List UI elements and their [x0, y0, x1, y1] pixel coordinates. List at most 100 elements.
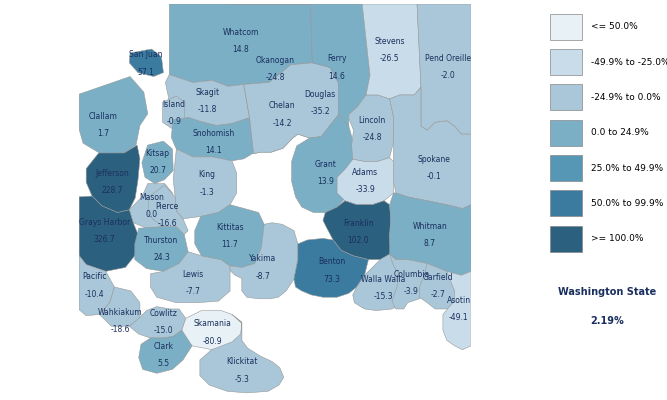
Text: 57.1: 57.1	[137, 68, 154, 77]
Text: 8.7: 8.7	[424, 240, 436, 248]
Polygon shape	[390, 254, 431, 309]
Text: 24.3: 24.3	[153, 253, 170, 262]
Text: -26.5: -26.5	[380, 54, 400, 63]
Text: Whatcom: Whatcom	[223, 28, 259, 37]
Polygon shape	[417, 4, 471, 134]
Text: -11.8: -11.8	[198, 105, 217, 114]
Text: -15.0: -15.0	[153, 326, 173, 336]
Polygon shape	[139, 330, 192, 373]
Polygon shape	[79, 76, 147, 155]
Text: 11.7: 11.7	[221, 240, 238, 249]
Text: 50.0% to 99.9%: 50.0% to 99.9%	[591, 199, 664, 208]
Text: San Juan: San Juan	[129, 50, 163, 60]
Text: -5.3: -5.3	[234, 375, 249, 384]
Text: Grant: Grant	[314, 160, 336, 169]
Text: -24.8: -24.8	[265, 73, 285, 82]
Text: 5.5: 5.5	[157, 359, 169, 368]
Text: Washington State: Washington State	[558, 287, 656, 297]
Bar	[550, 84, 582, 110]
Text: Grays Harbor: Grays Harbor	[79, 218, 130, 227]
Text: <= 50.0%: <= 50.0%	[591, 22, 638, 31]
Text: 13.9: 13.9	[317, 178, 334, 186]
Text: Pacific: Pacific	[83, 272, 107, 281]
Text: -49.9% to -25.0%: -49.9% to -25.0%	[591, 58, 667, 66]
Text: 1.7: 1.7	[97, 129, 109, 138]
Polygon shape	[390, 193, 471, 275]
Text: Mason: Mason	[139, 193, 164, 202]
Text: -24.8: -24.8	[363, 133, 382, 142]
Text: Yakima: Yakima	[249, 254, 276, 263]
Polygon shape	[129, 49, 163, 76]
Text: Thurston: Thurston	[144, 236, 179, 245]
Polygon shape	[443, 271, 471, 350]
Polygon shape	[163, 96, 185, 130]
Polygon shape	[135, 227, 188, 271]
Text: -35.2: -35.2	[310, 107, 330, 116]
Text: 2.19%: 2.19%	[590, 316, 624, 326]
Text: -1.3: -1.3	[199, 188, 214, 197]
Text: 0.0: 0.0	[145, 210, 157, 219]
Polygon shape	[171, 118, 253, 161]
Polygon shape	[151, 252, 230, 303]
Text: Pierce: Pierce	[155, 202, 179, 211]
Text: 102.0: 102.0	[348, 236, 369, 245]
Polygon shape	[291, 114, 354, 212]
Text: Skamania: Skamania	[193, 319, 231, 328]
Text: Clark: Clark	[153, 342, 173, 351]
Text: Ferry: Ferry	[327, 54, 347, 63]
Polygon shape	[294, 238, 368, 297]
Text: Franklin: Franklin	[343, 219, 374, 228]
Polygon shape	[243, 63, 314, 154]
Text: -14.2: -14.2	[272, 119, 292, 128]
Text: Clallam: Clallam	[89, 112, 118, 121]
Polygon shape	[323, 201, 391, 260]
Text: 0.0 to 24.9%: 0.0 to 24.9%	[591, 128, 649, 137]
Text: Wahkiakum: Wahkiakum	[98, 308, 143, 317]
Polygon shape	[230, 223, 298, 299]
Text: Adams: Adams	[352, 168, 378, 177]
Text: -24.9% to 0.0%: -24.9% to 0.0%	[591, 93, 661, 102]
Text: King: King	[198, 170, 215, 180]
Text: Walla Walla: Walla Walla	[361, 275, 405, 284]
Text: 25.0% to 49.9%: 25.0% to 49.9%	[591, 164, 663, 172]
Text: Jefferson: Jefferson	[95, 169, 129, 178]
Text: Whitman: Whitman	[413, 222, 448, 231]
Polygon shape	[337, 158, 394, 205]
Polygon shape	[349, 95, 394, 162]
Polygon shape	[390, 87, 471, 209]
Polygon shape	[142, 141, 173, 184]
Polygon shape	[310, 4, 370, 126]
Polygon shape	[362, 4, 421, 99]
Polygon shape	[353, 254, 413, 310]
Text: Spokane: Spokane	[418, 155, 450, 164]
Bar	[550, 120, 582, 146]
Text: Stevens: Stevens	[374, 37, 405, 46]
Bar	[550, 14, 582, 40]
Polygon shape	[228, 4, 339, 154]
Text: Benton: Benton	[318, 258, 346, 266]
Polygon shape	[169, 4, 312, 86]
Polygon shape	[86, 145, 140, 212]
Text: -2.0: -2.0	[440, 71, 455, 80]
Polygon shape	[129, 307, 186, 338]
Text: -10.4: -10.4	[85, 290, 105, 298]
Text: Snohomish: Snohomish	[192, 129, 234, 138]
Polygon shape	[195, 205, 264, 268]
Polygon shape	[173, 149, 237, 219]
Text: -0.9: -0.9	[167, 117, 181, 126]
Text: Lincoln: Lincoln	[359, 116, 386, 124]
Text: -16.6: -16.6	[157, 219, 177, 228]
Text: Asotin: Asotin	[446, 296, 471, 305]
Bar	[550, 226, 582, 252]
Text: 14.6: 14.6	[329, 72, 346, 81]
Polygon shape	[200, 314, 283, 393]
Text: Skagit: Skagit	[195, 88, 219, 97]
Polygon shape	[79, 256, 115, 316]
Polygon shape	[79, 196, 139, 271]
Text: Kitsap: Kitsap	[145, 149, 169, 158]
Text: 20.7: 20.7	[149, 166, 166, 175]
Polygon shape	[182, 310, 242, 350]
Polygon shape	[293, 63, 339, 138]
Bar	[550, 49, 582, 75]
Text: -8.7: -8.7	[255, 272, 270, 280]
